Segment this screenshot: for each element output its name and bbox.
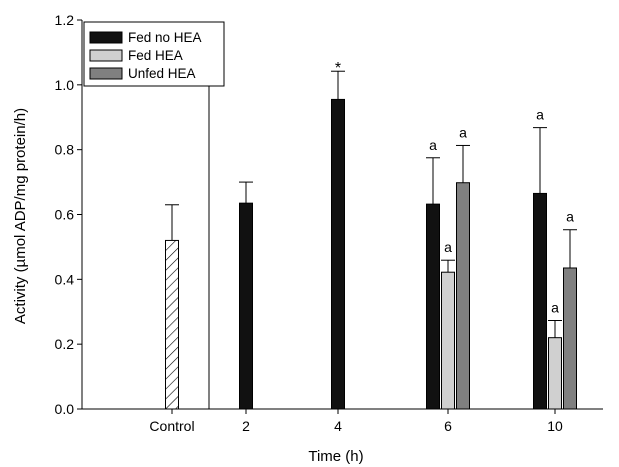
plot-area: 0.0 0.2 0.4 0.6 0.8 1.0 1.2 Control 2 4 6 10 * a a a a a a (55, 12, 603, 434)
x-tick-label: Control (149, 418, 194, 434)
significance-label: a (536, 107, 544, 123)
y-tick-label: 0.6 (55, 207, 75, 223)
x-tick-label: 2 (242, 418, 250, 434)
bar-fed-no-hea (239, 202, 253, 410)
bar-fed-no-hea (331, 98, 345, 410)
legend-swatch (89, 49, 123, 62)
bar-fed-hea (441, 271, 455, 410)
control-bar (165, 239, 179, 410)
y-axis-label: Activity (µmol ADP/mg protein/h) (12, 108, 29, 324)
x-tick-label: 6 (444, 418, 452, 434)
bar-fed-hea (548, 337, 562, 410)
bar-unfed-hea (456, 182, 470, 410)
x-tick-label: 4 (334, 418, 342, 434)
y-tick-label: 0.4 (55, 271, 75, 287)
significance-label: a (459, 124, 467, 140)
legend-label: Fed no HEA (128, 30, 202, 45)
significance-label: a (551, 300, 559, 316)
bar-fed-no-hea (426, 203, 440, 410)
significance-label: a (444, 239, 452, 255)
significance-label: a (429, 137, 437, 153)
legend: Fed no HEA Fed HEA Unfed HEA (83, 21, 225, 87)
y-tick-label: 0.8 (55, 142, 75, 158)
legend-swatch (89, 31, 123, 44)
significance-label: * (335, 60, 341, 77)
y-tick-label: 0.2 (55, 336, 75, 352)
y-tick-label: 0.0 (55, 401, 75, 417)
significance-label: a (566, 209, 574, 225)
legend-swatch (89, 67, 123, 80)
y-tick-label: 1.0 (55, 77, 75, 93)
y-tick-label: 1.2 (55, 12, 75, 28)
legend-label: Unfed HEA (128, 66, 196, 81)
bar-fed-no-hea (533, 192, 547, 410)
x-axis-label: Time (h) (308, 448, 363, 465)
legend-label: Fed HEA (128, 48, 183, 63)
bar-unfed-hea (563, 267, 577, 410)
x-tick-label: 10 (547, 418, 563, 434)
